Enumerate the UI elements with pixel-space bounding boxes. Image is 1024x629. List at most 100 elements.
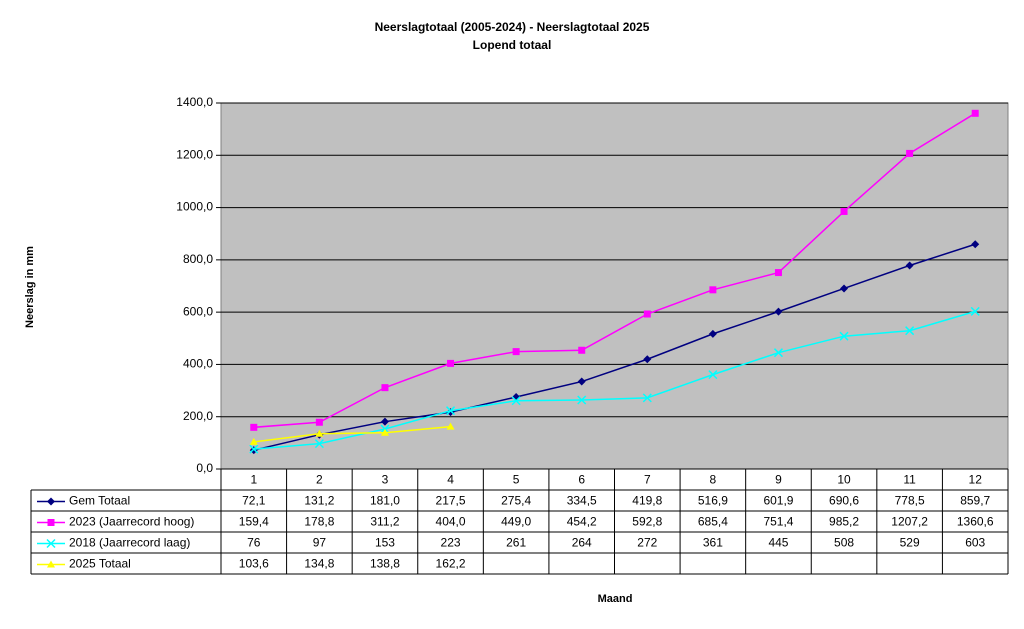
point — [773, 348, 783, 358]
x-tick-label: 10 — [837, 473, 851, 487]
legend-label: Gem Totaal — [69, 494, 130, 508]
x-tick-label: 9 — [775, 473, 782, 487]
series-line — [253, 112, 976, 429]
point — [447, 359, 455, 367]
plot-area — [220, 102, 1009, 470]
legend-marker — [46, 538, 56, 549]
legend-marker — [47, 560, 55, 568]
table-value: 153 — [375, 536, 395, 550]
point — [643, 355, 652, 364]
point — [446, 406, 456, 416]
table-value: 311,2 — [370, 515, 399, 529]
table-value: 454,2 — [567, 515, 597, 529]
table-value: 97 — [313, 536, 327, 550]
y-tick-label: 600,0 — [183, 304, 213, 318]
point — [380, 428, 389, 436]
point — [578, 346, 586, 354]
table-value: 859,7 — [960, 494, 990, 508]
table-value: 76 — [247, 536, 261, 550]
point — [314, 439, 324, 449]
x-tick-label: 6 — [578, 473, 585, 487]
table-value: 361 — [703, 536, 723, 550]
y-tick-label: 0,0 — [196, 461, 213, 475]
series-line — [253, 310, 976, 450]
table-value: 516,9 — [698, 494, 728, 508]
point — [774, 269, 782, 277]
table-value: 508 — [834, 536, 854, 550]
chart-subtitle: Lopend totaal — [473, 38, 552, 52]
y-tick-label: 1400,0 — [176, 95, 213, 109]
table-value: 445 — [768, 536, 788, 550]
table-value: 261 — [506, 536, 526, 550]
x-tick-label: 3 — [382, 473, 389, 487]
chart-title: Neerslagtotaal (2005-2024) - Neerslagtot… — [375, 20, 650, 34]
y-tick-label: 200,0 — [183, 409, 213, 423]
table-value: 178,8 — [304, 515, 334, 529]
legend-label: 2018 (Jaarrecord laag) — [69, 536, 190, 550]
table-value: 449,0 — [501, 515, 531, 529]
table-value: 134,8 — [304, 557, 334, 571]
y-tick-label: 1000,0 — [176, 200, 213, 214]
y-tick-label: 400,0 — [183, 357, 213, 371]
x-tick-label: 5 — [513, 473, 520, 487]
x-tick-label: 11 — [903, 473, 916, 487]
point — [774, 307, 783, 316]
table-value: 131,2 — [304, 494, 334, 508]
series-line — [253, 425, 451, 443]
table-value: 419,8 — [632, 494, 662, 508]
x-tick-label: 2 — [316, 473, 323, 487]
table-value: 159,4 — [239, 515, 269, 529]
table-value: 275,4 — [501, 494, 531, 508]
x-tick-label: 7 — [644, 473, 651, 487]
table-value: 103,6 — [239, 557, 269, 571]
point — [905, 326, 915, 336]
table-value: 162,2 — [436, 557, 466, 571]
table-value: 529 — [900, 536, 920, 550]
x-axis-label: Maand — [598, 593, 633, 605]
table-value: 690,6 — [829, 494, 859, 508]
series-line — [253, 243, 976, 451]
point — [971, 240, 980, 249]
table-value: 217,5 — [436, 494, 466, 508]
table-value: 181,0 — [370, 494, 400, 508]
x-tick-label: 8 — [710, 473, 717, 487]
y-tick-label: 1200,0 — [176, 147, 213, 161]
table-value: 264 — [572, 536, 592, 550]
point — [708, 370, 718, 380]
point — [905, 261, 914, 270]
table-value: 751,4 — [763, 515, 793, 529]
legend-label: 2025 Totaal — [69, 557, 131, 571]
point — [709, 286, 717, 294]
table-value: 138,8 — [370, 557, 400, 571]
point — [249, 437, 258, 445]
legend-label: 2023 (Jaarrecord hoog) — [69, 515, 194, 529]
table-value: 592,8 — [632, 515, 662, 529]
table-value: 334,5 — [567, 494, 597, 508]
table-value: 72,1 — [242, 494, 266, 508]
table-value: 223 — [441, 536, 461, 550]
point — [511, 396, 521, 406]
table-value: 272 — [637, 536, 657, 550]
table-value: 685,4 — [698, 515, 728, 529]
point — [315, 429, 324, 437]
point — [381, 384, 389, 392]
table-value: 1207,2 — [891, 515, 928, 529]
legend-marker — [47, 497, 55, 506]
point — [840, 207, 848, 215]
point — [708, 329, 717, 338]
table-value: 985,2 — [829, 515, 859, 529]
point — [839, 331, 849, 341]
point — [512, 348, 520, 356]
point — [577, 377, 586, 386]
point — [970, 306, 980, 316]
point — [840, 284, 849, 293]
table-value: 601,9 — [763, 494, 793, 508]
point — [643, 310, 651, 318]
table-value: 404,0 — [436, 515, 466, 529]
point — [249, 444, 259, 454]
y-tick-label: 800,0 — [183, 252, 213, 266]
point — [250, 423, 258, 431]
point — [642, 393, 652, 403]
y-axis-label: Neerslag in mm — [24, 246, 36, 328]
point — [446, 422, 455, 430]
